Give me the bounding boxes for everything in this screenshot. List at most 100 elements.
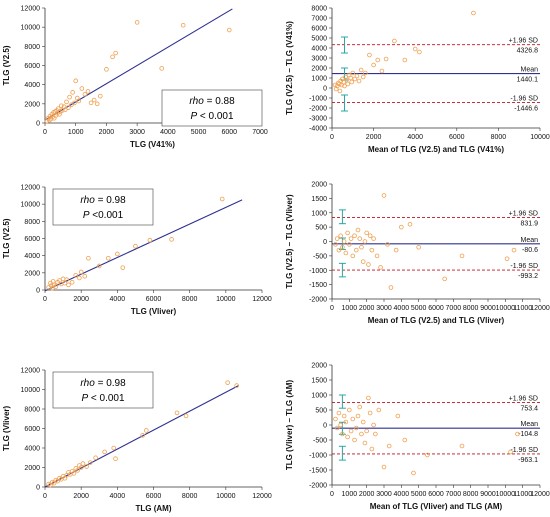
data-point [360, 74, 366, 80]
mean-value: 1440.1 [517, 77, 539, 84]
chart-ba-2: 0 1000 2000 3000 4000 5000 6000 7000 8000 9000 100… [285, 182, 550, 326]
x-tick-label: 10000 [216, 296, 236, 303]
x-tick-label: 4000 [407, 134, 423, 141]
rho-stat: rho = 0.98 [80, 195, 126, 206]
x-tick-label: 5000 [411, 491, 427, 498]
x-tick-label: 10000 [496, 491, 516, 498]
data-point [345, 434, 350, 440]
x-tick-label: 5000 [191, 129, 207, 136]
data-point [85, 89, 91, 94]
data-point [111, 445, 117, 451]
data-point [343, 419, 349, 425]
x-tick-label: 2000 [366, 134, 382, 141]
x-axis-label: Mean of TLG (V2.5) and TLG (V41%) [368, 145, 504, 154]
data-point [67, 94, 72, 100]
data-point [353, 425, 359, 431]
x-axis-label: TLG (AM) [136, 504, 172, 513]
x-tick-label: 1000 [68, 129, 84, 136]
data-point [57, 112, 62, 117]
lower-limit-name: -1.96 SD [510, 263, 538, 270]
x-tick-label: 0 [330, 491, 334, 498]
data-point [416, 244, 421, 250]
x-tick-label: 10000 [496, 305, 516, 312]
data-point [69, 279, 75, 285]
y-axis-label: TLG (Vliver) – TLG (AM) [285, 380, 294, 471]
data-point [180, 22, 186, 28]
data-point [336, 247, 342, 253]
data-point [364, 428, 369, 434]
y-tick-label: 2000 [311, 182, 327, 189]
y-tick-label: 0 [36, 485, 40, 492]
y-tick-label: 2000 [311, 66, 327, 73]
y-tick-label: 6000 [24, 63, 40, 70]
y-tick-label: 8000 [24, 219, 40, 226]
x-tick-label: 2000 [73, 296, 89, 303]
data-point [105, 255, 111, 261]
data-point [53, 284, 59, 289]
data-point [79, 86, 85, 91]
stats-box [52, 188, 154, 226]
data-point [352, 76, 358, 82]
lower-limit-value: -1446.6 [514, 105, 538, 112]
data-point [86, 255, 91, 261]
data-point [84, 464, 89, 469]
x-tick-label: 4000 [160, 129, 176, 136]
y-tick-label: 1000 [311, 76, 327, 83]
data-point [411, 470, 416, 476]
rho-stat: rho = 0.98 [80, 378, 126, 389]
data-point [360, 259, 366, 264]
upper-limit-name: +1.96 SD [509, 211, 538, 218]
p-symbol: P [83, 210, 90, 221]
data-point [334, 236, 340, 241]
data-point [367, 233, 373, 239]
x-tick-label: 4000 [394, 305, 410, 312]
data-point [96, 263, 102, 269]
data-point [353, 247, 359, 253]
x-tick-label: 8000 [182, 493, 198, 500]
data-point [362, 239, 368, 244]
x-axis-label: TLG (V41%) [130, 140, 175, 149]
data-point [333, 86, 339, 92]
data-point [376, 407, 382, 413]
data-point [134, 20, 140, 25]
data-point [515, 431, 520, 437]
data-point [336, 410, 342, 416]
p-value: < 0.001 [197, 111, 234, 122]
x-tick-label: 11000 [513, 491, 532, 498]
x-tick-label: 8000 [182, 296, 198, 303]
y-tick-label: 0 [36, 121, 40, 128]
data-point [44, 118, 50, 124]
y-tick-label: 6000 [24, 236, 40, 243]
data-point [113, 50, 118, 56]
rho-value: = 0.98 [95, 378, 126, 389]
data-point [120, 265, 126, 270]
data-point [358, 67, 364, 73]
x-tick-label: 6000 [146, 493, 162, 500]
data-point [73, 273, 79, 278]
data-point [417, 49, 422, 55]
data-point [174, 410, 180, 416]
y-axis-label: TLG (V2.5) [2, 218, 11, 258]
chart-ba-1: 0 2000 4000 6000 8000 10000-4000-3000-2000-10… [285, 6, 550, 155]
data-point [76, 98, 82, 104]
data-point [341, 413, 347, 419]
data-point [91, 97, 97, 103]
upper-limit-value: 4326.8 [517, 48, 539, 55]
data-point [345, 230, 350, 236]
y-tick-label: -2000 [309, 297, 327, 304]
y-tick-label: -1500 [309, 282, 327, 289]
y-tick-label: 3000 [311, 56, 327, 63]
x-tick-label: 11000 [513, 305, 532, 312]
data-point [104, 67, 109, 72]
data-point [82, 91, 88, 97]
x-tick-label: 1000 [342, 491, 358, 498]
data-point [59, 108, 65, 113]
data-point [94, 101, 100, 107]
data-point [115, 251, 120, 257]
data-point [334, 425, 340, 431]
x-tick-label: 6000 [221, 129, 237, 136]
data-point [72, 100, 77, 106]
data-point [356, 78, 362, 84]
y-tick-label: 0 [323, 86, 327, 93]
data-point [357, 404, 363, 410]
